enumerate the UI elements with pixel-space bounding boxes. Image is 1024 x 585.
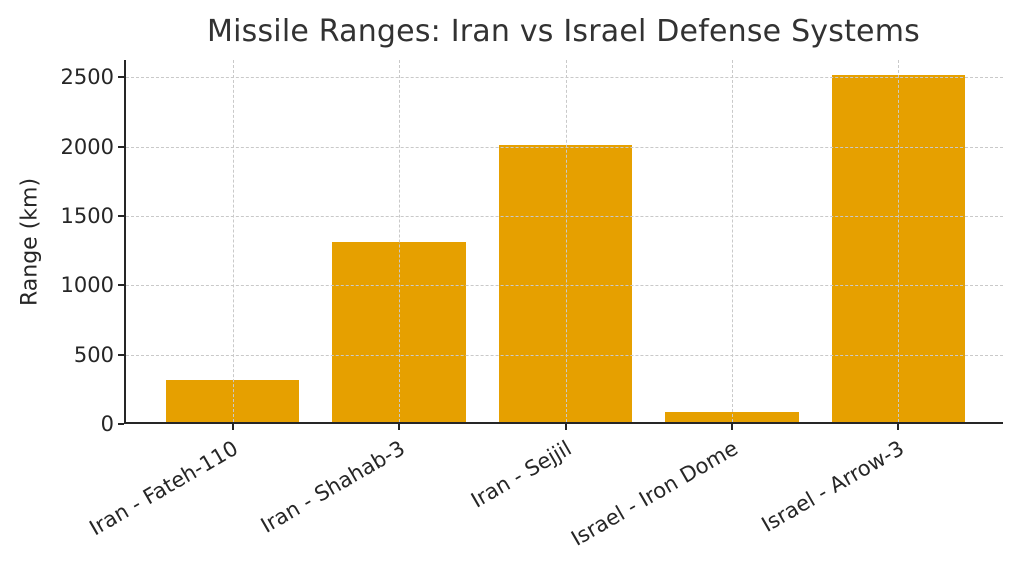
y-tick-mark bbox=[118, 284, 124, 287]
plot-area: 0 500 1000 1500 2000 2500 Iran - Fateh-110 Iran… bbox=[61, 60, 1003, 551]
horizontal-gridline bbox=[126, 285, 1003, 287]
y-tick-label: 2000 bbox=[60, 134, 114, 159]
bar-iran-shahab-3 bbox=[332, 241, 466, 422]
bar-iran-sejjil bbox=[498, 144, 633, 422]
y-tick-mark bbox=[118, 423, 124, 425]
vertical-gridline bbox=[232, 60, 234, 422]
y-tick-label: 1000 bbox=[60, 273, 114, 298]
y-tick-label: 500 bbox=[73, 342, 114, 367]
x-tick-label: Iran - Fateh-110 bbox=[85, 436, 243, 541]
x-tick-mark bbox=[564, 424, 567, 430]
x-tick-mark bbox=[730, 424, 733, 430]
x-tick-mark bbox=[231, 424, 234, 430]
vertical-gridline bbox=[898, 60, 900, 422]
x-tick-label: Israel - Iron Dome bbox=[567, 436, 742, 551]
x-tick-mark bbox=[897, 424, 900, 430]
y-tick-mark bbox=[118, 145, 124, 148]
chart-title: Missile Ranges: Iran vs Israel Defense S… bbox=[207, 14, 920, 49]
y-tick-label: 2500 bbox=[60, 65, 114, 90]
bar-israel-iron-dome bbox=[665, 412, 799, 422]
x-tick-label: Israel - Arrow-3 bbox=[757, 436, 909, 537]
vertical-gridline bbox=[731, 60, 733, 422]
y-tick-label: 0 bbox=[100, 412, 114, 436]
y-tick-label: 1500 bbox=[60, 204, 114, 228]
x-tick-label: Iran - Sejjil bbox=[466, 436, 576, 513]
vertical-gridline bbox=[565, 60, 567, 422]
y-tick-mark bbox=[118, 76, 124, 79]
y-tick-mark bbox=[118, 353, 124, 356]
bar-israel-arrow-3 bbox=[831, 75, 966, 422]
y-tick-mark bbox=[118, 215, 124, 217]
vertical-gridline bbox=[399, 60, 401, 422]
x-tick-label: Iran - Shahab-3 bbox=[256, 436, 410, 538]
horizontal-gridline bbox=[126, 216, 1003, 217]
horizontal-gridline bbox=[126, 77, 1003, 79]
x-tick-mark bbox=[398, 424, 401, 430]
horizontal-gridline bbox=[126, 354, 1003, 356]
y-axis-label: Range (km) bbox=[17, 177, 43, 307]
horizontal-gridline bbox=[126, 146, 1003, 148]
